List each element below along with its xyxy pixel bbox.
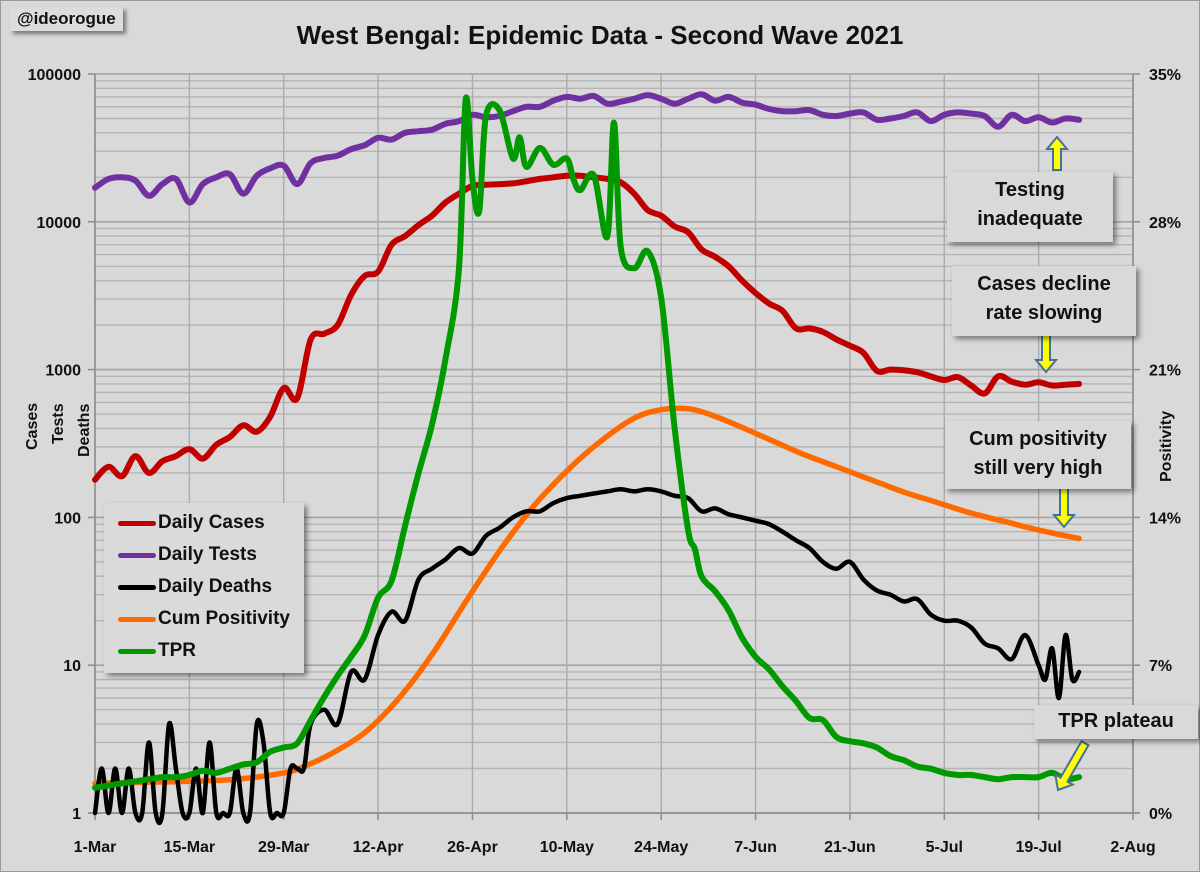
legend: Daily Cases Daily Tests Daily Deaths Cum… (104, 503, 304, 673)
x-tick-label: 7-Jun (734, 839, 777, 856)
right-tick-label: 21% (1149, 363, 1181, 380)
left-axis-label-line-3: Deaths (76, 404, 93, 457)
legend-swatch-tpr (118, 648, 156, 654)
series-line-daily-tests (92, 91, 1083, 206)
chart-title: West Bengal: Epidemic Data - Second Wave… (296, 20, 904, 50)
series-layer (92, 91, 1083, 826)
x-tick-label: 5-Jul (926, 839, 963, 856)
annotation-cum-positivity: Cum positivity still very high (945, 421, 1131, 489)
annotation-cases-decline: Cases decline rate slowing (952, 266, 1136, 336)
annotation-tpr-plateau: TPR plateau (1034, 705, 1198, 739)
axes: 1 10 100 1000 10000 100000 0% 7% 14% 21% 28% 35% 1-M… (28, 67, 1181, 856)
legend-label: Daily Deaths (158, 576, 273, 597)
left-tick-label: 1000 (45, 363, 81, 380)
x-tick-label: 29-Mar (258, 839, 310, 856)
arrow-up-icon (1044, 135, 1070, 171)
right-tick-label: 7% (1149, 658, 1172, 675)
x-tick-label: 19-Jul (1016, 839, 1062, 856)
legend-swatch-daily-deaths (118, 584, 156, 590)
annotation-line: Cum positivity (969, 428, 1107, 450)
right-tick-label: 28% (1149, 215, 1181, 232)
annotation-line: Cases decline (977, 273, 1111, 295)
x-tick-label: 26-Apr (447, 839, 498, 856)
legend-swatch-daily-tests (118, 552, 156, 558)
annotation-line: rate slowing (985, 302, 1103, 324)
left-tick-label: 10000 (37, 215, 82, 232)
x-tick-label: 24-May (634, 839, 688, 856)
legend-label: TPR (158, 640, 196, 661)
left-axis-label-line-2: Tests (50, 403, 67, 444)
legend-swatch-daily-cases (118, 520, 156, 526)
right-tick-label: 0% (1149, 806, 1172, 823)
x-tick-label: 2-Aug (1110, 839, 1155, 856)
author-handle: @ideorogue (10, 7, 123, 31)
arrow-shape (1053, 739, 1090, 792)
series-line-tpr (92, 94, 1083, 791)
legend-label: Daily Cases (158, 512, 265, 533)
arrow-down-left-icon (1053, 739, 1090, 792)
series-line-daily-deaths (92, 487, 1082, 826)
legend-item-cum-positivity[interactable]: Cum Positivity (104, 603, 304, 635)
annotation-line: still very high (973, 457, 1103, 479)
annotation-line: TPR plateau (1058, 710, 1174, 732)
annotation-testing-inadequate: Testing inadequate (947, 172, 1113, 242)
arrow-down-icon (1051, 486, 1077, 529)
arrow-down-icon (1033, 333, 1059, 374)
x-tick-label: 21-Jun (824, 839, 876, 856)
x-tick-label: 12-Apr (353, 839, 404, 856)
grid (94, 73, 1134, 814)
left-tick-label: 100000 (28, 67, 81, 84)
legend-item-daily-cases[interactable]: Daily Cases (104, 507, 304, 539)
legend-swatch-cum-positivity (118, 616, 156, 622)
annotation-arrows (1033, 135, 1090, 792)
legend-label: Daily Tests (158, 544, 257, 565)
legend-label: Cum Positivity (158, 608, 290, 629)
x-tick-label: 15-Mar (164, 839, 216, 856)
legend-item-daily-tests[interactable]: Daily Tests (104, 539, 304, 571)
annotation-line: Testing (995, 179, 1065, 201)
left-tick-label: 1 (72, 806, 81, 823)
right-axis-label: Positivity (1158, 411, 1175, 482)
right-tick-label: 35% (1149, 67, 1181, 84)
legend-item-tpr[interactable]: TPR (104, 635, 304, 667)
left-tick-label: 10 (63, 658, 81, 675)
x-tick-label: 10-May (540, 839, 594, 856)
right-tick-label: 14% (1149, 510, 1181, 527)
annotation-line: inadequate (977, 208, 1083, 230)
left-axis-label-line-1: Cases (24, 403, 41, 450)
legend-item-daily-deaths[interactable]: Daily Deaths (104, 571, 304, 603)
left-tick-label: 100 (54, 510, 81, 527)
x-tick-label: 1-Mar (74, 839, 117, 856)
